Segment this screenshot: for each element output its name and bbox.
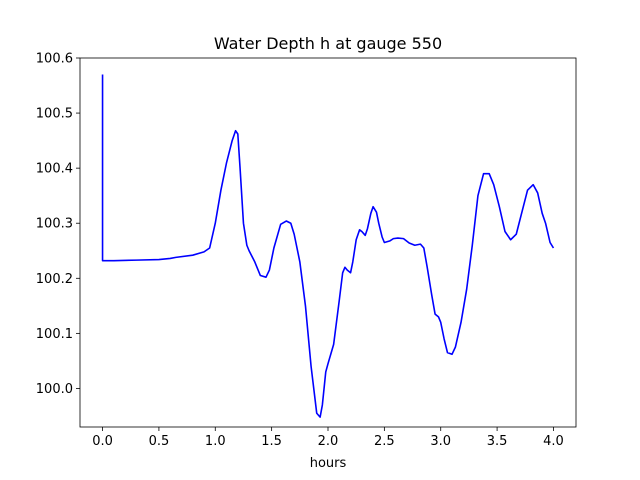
x-tick-label: 4.0 bbox=[543, 434, 564, 449]
y-axis: 100.0 100.1 100.2 100.3 100.4 100.5 100.6 bbox=[36, 52, 80, 397]
y-tick-label: 100.0 bbox=[36, 382, 73, 397]
x-tick-label: 3.0 bbox=[430, 434, 451, 449]
x-tick-label: 3.5 bbox=[487, 434, 508, 449]
y-tick-label: 100.5 bbox=[36, 107, 73, 122]
y-tick-label: 100.3 bbox=[36, 217, 73, 232]
x-tick-label: 2.0 bbox=[318, 434, 339, 449]
y-tick-label: 100.4 bbox=[36, 162, 73, 177]
x-tick-label: 1.5 bbox=[261, 434, 282, 449]
y-tick-label: 100.6 bbox=[36, 52, 73, 67]
x-tick-label: 0.0 bbox=[92, 434, 113, 449]
x-tick-label: 2.5 bbox=[374, 434, 395, 449]
y-tick-label: 100.1 bbox=[36, 327, 73, 342]
x-tick-label: 0.5 bbox=[149, 434, 170, 449]
series-line-0 bbox=[101, 74, 555, 418]
plot-frame bbox=[79, 57, 577, 428]
plot-area bbox=[101, 74, 555, 418]
x-axis-label: hours bbox=[310, 456, 347, 471]
chart-title: Water Depth h at gauge 550 bbox=[214, 34, 442, 53]
y-tick-label: 100.2 bbox=[36, 272, 73, 287]
x-axis: 0.0 0.5 1.0 1.5 2.0 2.5 3.0 3.5 4.0 bbox=[92, 427, 564, 449]
x-tick-label: 1.0 bbox=[205, 434, 226, 449]
